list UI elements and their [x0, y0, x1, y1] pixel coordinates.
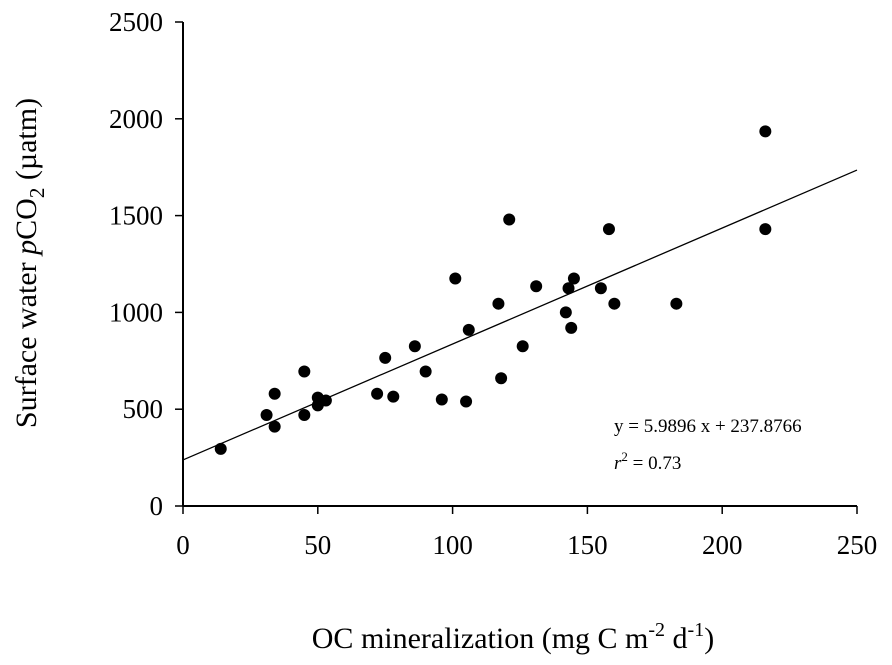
y-tick-label: 2000 [109, 104, 163, 134]
data-point [298, 365, 311, 378]
data-point [670, 297, 683, 310]
x-title-sup1: -2 [648, 619, 665, 641]
data-point [495, 372, 508, 385]
data-point [460, 395, 473, 408]
r-squared-value: = 0.73 [628, 453, 681, 474]
x-title-main: OC mineralization (mg C m [312, 622, 649, 655]
data-point [602, 223, 615, 236]
data-point [559, 306, 572, 319]
r-squared-label: r2 = 0.73 [614, 449, 681, 474]
y-title-italic: p [10, 240, 43, 257]
data-point [562, 282, 575, 295]
regression-line-group [182, 169, 858, 461]
plot-area [182, 22, 857, 507]
data-point [408, 340, 421, 353]
x-tick-label: 0 [176, 530, 190, 560]
x-title-sup2: -1 [688, 619, 705, 641]
x-axis-ticks: 0 50 100 150 200 250 [176, 506, 877, 560]
data-point [759, 125, 772, 138]
regression-line [182, 169, 858, 461]
data-point [214, 442, 227, 455]
data-point [759, 223, 772, 236]
regression-equation: y = 5.9896 x + 237.8766 [614, 416, 802, 437]
x-axis-title: OC mineralization (mg C m-2 d-1) [312, 619, 714, 655]
data-point [379, 351, 392, 364]
data-points [214, 125, 772, 455]
data-point [503, 213, 516, 226]
data-point [516, 340, 529, 353]
y-title-sub: 2 [25, 188, 49, 199]
x-title-mid: d [665, 622, 688, 655]
data-point [268, 420, 281, 433]
data-point [268, 387, 281, 400]
y-tick-label: 500 [123, 394, 164, 424]
data-point [260, 409, 273, 422]
x-tick-label: 200 [702, 530, 743, 560]
y-axis-ticks: 0 500 1000 1500 2000 2500 [109, 7, 183, 521]
x-tick-label: 50 [304, 530, 331, 560]
y-title-co: CO [10, 198, 43, 240]
data-point [435, 393, 448, 406]
y-tick-label: 0 [150, 491, 164, 521]
data-point [608, 297, 621, 310]
data-point [371, 387, 384, 400]
data-point [462, 323, 475, 336]
x-title-end: ) [704, 622, 714, 655]
y-tick-label: 1000 [109, 297, 163, 327]
r-squared-var: r [614, 453, 622, 474]
x-tick-label: 250 [837, 530, 878, 560]
data-point [387, 390, 400, 403]
y-title-end: (µatm) [10, 98, 43, 188]
y-title-main: Surface water [10, 255, 43, 428]
x-tick-label: 150 [567, 530, 608, 560]
y-axis-title: Surface water pCO2 (µatm) [10, 98, 49, 428]
data-point [419, 365, 432, 378]
y-tick-label: 2500 [109, 7, 163, 37]
x-tick-label: 100 [432, 530, 473, 560]
y-tick-label: 1500 [109, 201, 163, 231]
data-point [298, 409, 311, 422]
data-point [594, 282, 607, 295]
r-squared-sup: 2 [621, 449, 628, 464]
data-point [449, 272, 462, 285]
data-point [492, 297, 505, 310]
data-point [319, 394, 332, 407]
data-point [567, 272, 580, 285]
data-point [530, 280, 543, 293]
data-point [565, 321, 578, 334]
